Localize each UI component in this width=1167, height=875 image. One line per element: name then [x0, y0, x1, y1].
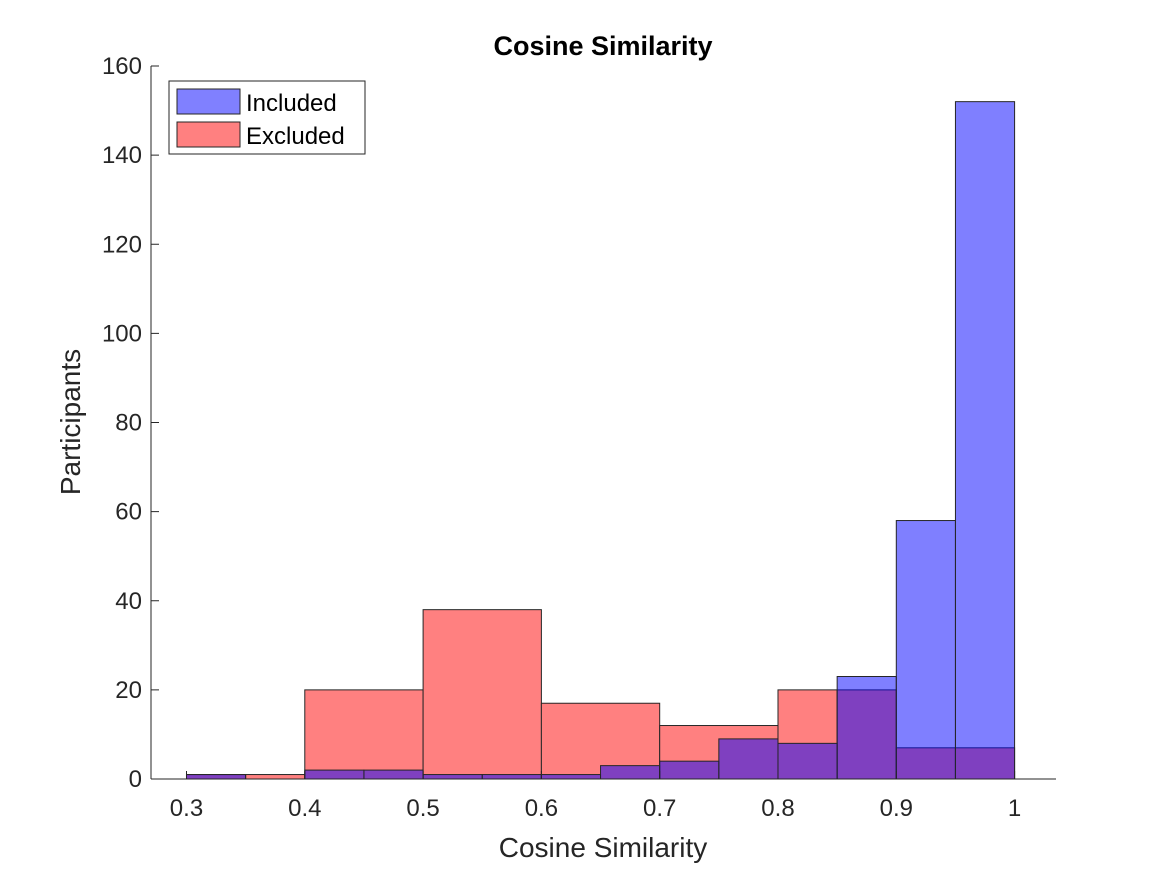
included-bar-5	[540, 774, 602, 780]
y-axis-label: Participants	[55, 349, 86, 495]
legend-swatch-excluded	[176, 121, 241, 148]
y-tick-label-1: 20	[115, 677, 142, 704]
included-bar-1	[304, 769, 365, 780]
y-tick-label-3: 60	[115, 499, 142, 526]
included-bar-3	[422, 774, 483, 780]
y-tick-label-6: 120	[102, 231, 142, 258]
included-bar-10	[836, 676, 897, 780]
x-tick-label-4: 0.7	[643, 795, 676, 822]
included-bar-11	[895, 520, 956, 780]
included-bar-12	[954, 101, 1016, 780]
y-tick-label-4: 80	[115, 410, 142, 437]
x-tick-label-2: 0.5	[406, 795, 439, 822]
legend-label-included: Included	[246, 90, 337, 117]
y-tick-label-2: 40	[115, 588, 142, 615]
legend-swatch-included	[176, 88, 241, 115]
x-axis-label: Cosine Similarity	[499, 832, 708, 863]
excluded-bar-1	[245, 774, 306, 780]
included-bar-9	[777, 742, 838, 780]
included-bar-0	[185, 774, 247, 780]
included-bar-8	[718, 738, 779, 780]
x-tick-label-1: 0.4	[288, 795, 321, 822]
legend-label-excluded: Excluded	[246, 123, 345, 150]
excluded-bar-3	[422, 609, 542, 780]
y-tick-label-7: 140	[102, 142, 142, 169]
included-bar-6	[600, 765, 661, 780]
y-tick-label-5: 100	[102, 320, 142, 347]
x-tick-label-0: 0.3	[170, 795, 203, 822]
included-bar-4	[481, 774, 542, 780]
x-tick-label-7: 1	[1008, 795, 1021, 822]
x-tick-label-5: 0.8	[761, 795, 794, 822]
chart-title: Cosine Similarity	[493, 31, 712, 61]
excluded-bar-2	[304, 689, 424, 780]
included-bar-2	[363, 769, 424, 780]
included-bars	[185, 101, 1016, 780]
y-tick-label-8: 160	[102, 53, 142, 80]
x-tick-label-6: 0.9	[880, 795, 913, 822]
included-bar-7	[659, 760, 720, 780]
x-axis-ticks: 0.3 0.4 0.5 0.6 0.7 0.8 0.9 1	[170, 771, 1021, 822]
legend: Included Excluded	[168, 80, 366, 155]
x-tick-label-3: 0.6	[525, 795, 558, 822]
y-axis-ticks: 0 20 40 60 80 100 120 140 160	[102, 53, 159, 793]
y-tick-label-0: 0	[129, 766, 142, 793]
